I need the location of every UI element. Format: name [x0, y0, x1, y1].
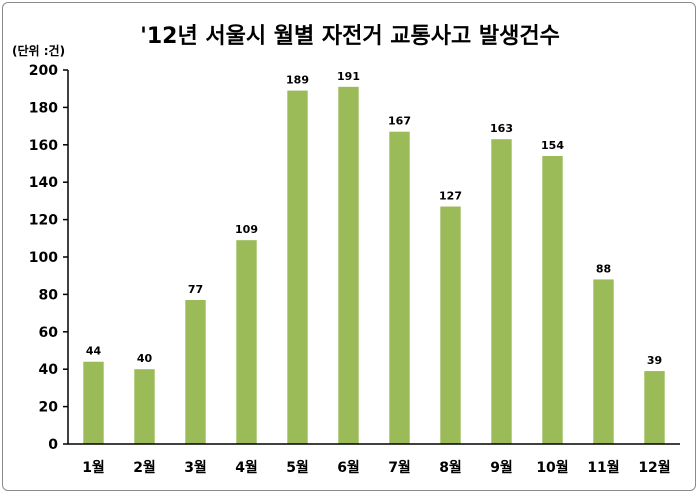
y-tick-label: 120 [29, 213, 58, 229]
bar [644, 371, 665, 444]
x-category-label: 4월 [235, 459, 258, 476]
bar [593, 279, 614, 444]
y-tick-label: 20 [39, 400, 59, 416]
bars [83, 86, 665, 444]
x-axis-categories: 1월 2월 3월 4월 5월 6월 7월 8월 9월 10월 11월 12월 [82, 459, 671, 476]
data-label: 40 [137, 352, 153, 365]
x-category-label: 12월 [638, 459, 670, 476]
y-tick-label: 0 [48, 437, 58, 453]
data-label: 163 [490, 122, 513, 135]
data-label: 127 [439, 190, 462, 203]
y-tick-label: 200 [29, 63, 58, 79]
bar [338, 86, 359, 444]
data-label: 77 [188, 283, 203, 296]
x-category-label: 8월 [439, 459, 462, 476]
y-tick-label: 80 [39, 287, 59, 303]
data-label: 154 [541, 139, 564, 152]
y-axis-ticks: 0 20 40 60 80 100 120 140 160 180 200 [29, 63, 68, 453]
x-category-label: 3월 [184, 459, 207, 476]
unit-label: (단위 :건) [12, 44, 66, 58]
data-label: 191 [337, 70, 360, 83]
data-label: 189 [286, 74, 309, 87]
y-tick-label: 60 [39, 325, 59, 341]
x-category-label: 6월 [337, 459, 360, 476]
bar [389, 131, 410, 444]
x-category-label: 7월 [388, 459, 411, 476]
bar [236, 240, 257, 444]
bar [83, 361, 104, 444]
bar [134, 369, 155, 444]
y-tick-label: 180 [29, 100, 58, 116]
x-category-label: 9월 [490, 459, 513, 476]
bar [542, 156, 563, 444]
data-label: 88 [596, 262, 611, 275]
chart-title: '12년 서울시 월별 자전거 교통사고 발생건수 [140, 24, 560, 49]
bar [287, 90, 308, 444]
x-category-label: 5월 [286, 459, 309, 476]
data-labels: 44 40 77 109 189 191 167 127 163 154 88 39 [86, 70, 662, 367]
data-label: 44 [86, 345, 102, 358]
x-category-label: 10월 [536, 459, 568, 476]
y-tick-label: 100 [29, 250, 58, 266]
data-label: 167 [388, 115, 411, 128]
data-label: 39 [647, 354, 662, 367]
y-tick-label: 160 [29, 138, 58, 154]
y-tick-label: 40 [39, 362, 59, 378]
x-category-label: 11월 [587, 459, 619, 476]
y-tick-label: 140 [29, 175, 58, 191]
bar [440, 206, 461, 444]
data-label: 109 [235, 223, 258, 236]
bar [185, 300, 206, 444]
bar [491, 139, 512, 444]
x-category-label: 2월 [133, 459, 156, 476]
x-category-label: 1월 [82, 459, 105, 476]
